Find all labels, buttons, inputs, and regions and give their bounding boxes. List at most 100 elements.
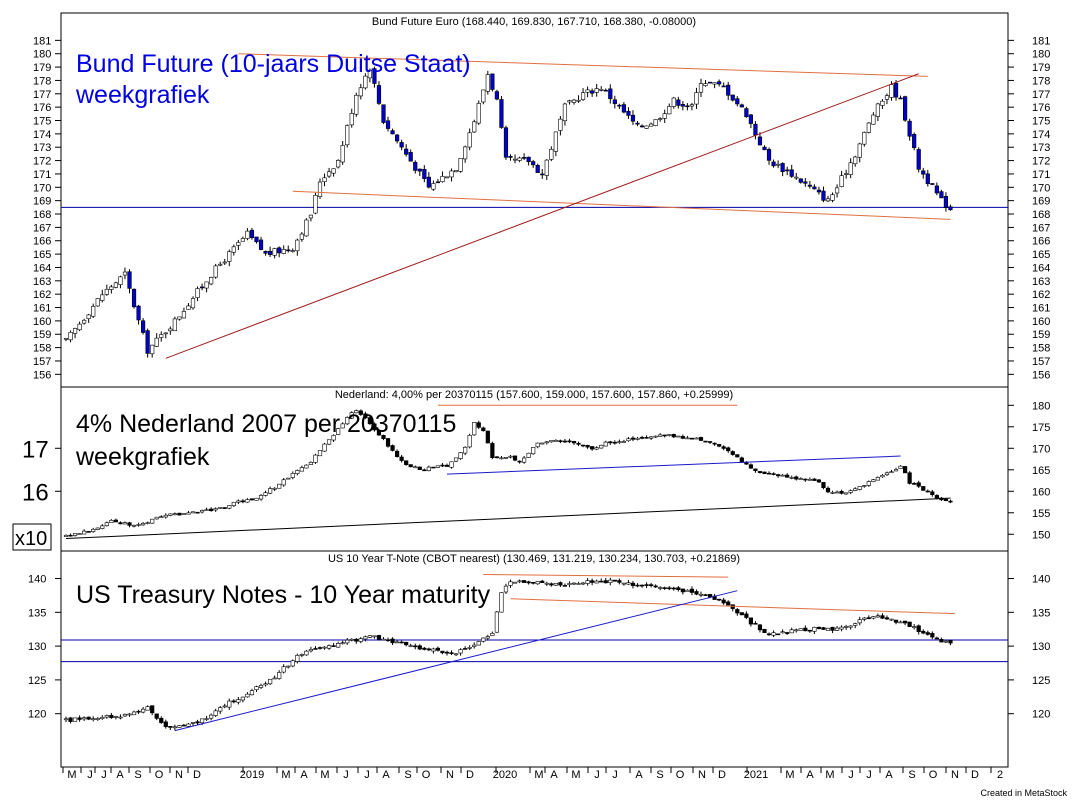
- candle: [558, 118, 563, 131]
- candle: [354, 94, 359, 115]
- candle: [163, 514, 168, 518]
- candle: [444, 651, 450, 654]
- candle: [925, 490, 930, 493]
- candle: [236, 500, 241, 503]
- candle: [621, 582, 626, 585]
- candle: [644, 437, 649, 439]
- candle: [199, 718, 205, 724]
- candle: [535, 442, 540, 448]
- candle: [893, 619, 899, 623]
- candle: [390, 445, 395, 451]
- candle: [558, 440, 563, 442]
- x-tick-label: N: [446, 769, 454, 781]
- candle: [508, 581, 513, 586]
- candle: [395, 134, 400, 142]
- candle: [766, 149, 772, 161]
- candle: [168, 328, 173, 332]
- candle: [199, 510, 205, 513]
- candle: [753, 468, 758, 472]
- candle: [662, 113, 667, 119]
- candle: [830, 194, 835, 201]
- candle: [245, 230, 250, 239]
- candle: [512, 158, 518, 161]
- candle: [317, 450, 323, 457]
- candle: [190, 298, 196, 309]
- candle: [780, 163, 785, 172]
- y-tick-label-left: 165: [33, 249, 51, 261]
- candle: [290, 660, 295, 667]
- candle: [512, 581, 518, 584]
- candle: [109, 520, 114, 524]
- y-tick-label: 176: [1032, 102, 1050, 114]
- candle: [893, 82, 899, 98]
- y-tick-label: 177: [1032, 89, 1050, 101]
- candle: [830, 492, 835, 494]
- candle: [531, 161, 536, 166]
- candle: [680, 436, 685, 439]
- candle: [571, 99, 577, 103]
- candle: [517, 460, 522, 463]
- candle: [131, 288, 137, 308]
- candle: [82, 530, 87, 535]
- candle: [336, 428, 341, 435]
- candle: [875, 477, 880, 481]
- candle: [218, 507, 223, 509]
- candle: [653, 585, 658, 588]
- candle: [794, 176, 799, 179]
- candle: [898, 465, 903, 469]
- candle: [245, 499, 250, 503]
- candle: [812, 186, 817, 190]
- candle: [268, 488, 273, 494]
- candle: [363, 636, 368, 640]
- candle: [744, 462, 749, 465]
- candle: [934, 185, 939, 194]
- candle: [658, 587, 663, 589]
- candle: [376, 85, 382, 104]
- candle: [839, 175, 844, 187]
- candle: [921, 170, 926, 175]
- trendline: [165, 73, 919, 359]
- candle: [812, 627, 817, 632]
- candle: [671, 97, 676, 107]
- y-tick-label: 167: [1032, 222, 1050, 234]
- candle: [662, 434, 667, 437]
- candle: [839, 626, 844, 630]
- candle: [857, 143, 862, 158]
- x-tick-label: O: [155, 769, 164, 781]
- candle: [72, 533, 78, 536]
- candle: [934, 495, 939, 499]
- x-tick-label: J: [594, 769, 600, 781]
- candle: [390, 638, 395, 644]
- candle: [136, 524, 141, 526]
- candle: [635, 122, 640, 125]
- candle: [644, 584, 649, 586]
- candle: [844, 173, 849, 175]
- candle: [503, 127, 509, 158]
- footer-credit: Created in MetaStock: [980, 788, 1067, 798]
- y-tick-label-left: 17: [22, 436, 49, 463]
- y-tick-label: 164: [1032, 262, 1050, 274]
- candle: [295, 239, 300, 252]
- candle: [544, 441, 549, 444]
- candle: [177, 725, 182, 728]
- candle: [186, 512, 191, 515]
- y-tick-label: 179: [1032, 62, 1050, 74]
- candle: [131, 711, 137, 716]
- x-tick-label: J: [364, 769, 370, 781]
- candle: [730, 451, 735, 455]
- candle: [431, 466, 436, 469]
- candle: [590, 90, 595, 94]
- y-tick-label-left: 177: [33, 89, 51, 101]
- candle: [82, 717, 87, 720]
- candle: [522, 580, 527, 583]
- candle: [413, 466, 418, 469]
- candle: [118, 276, 123, 285]
- candle: [181, 724, 187, 727]
- candle: [122, 522, 128, 525]
- candle: [567, 440, 572, 443]
- candle: [490, 633, 495, 636]
- candle: [848, 625, 853, 628]
- candle: [531, 582, 536, 584]
- candle: [209, 508, 214, 511]
- candle: [612, 441, 617, 444]
